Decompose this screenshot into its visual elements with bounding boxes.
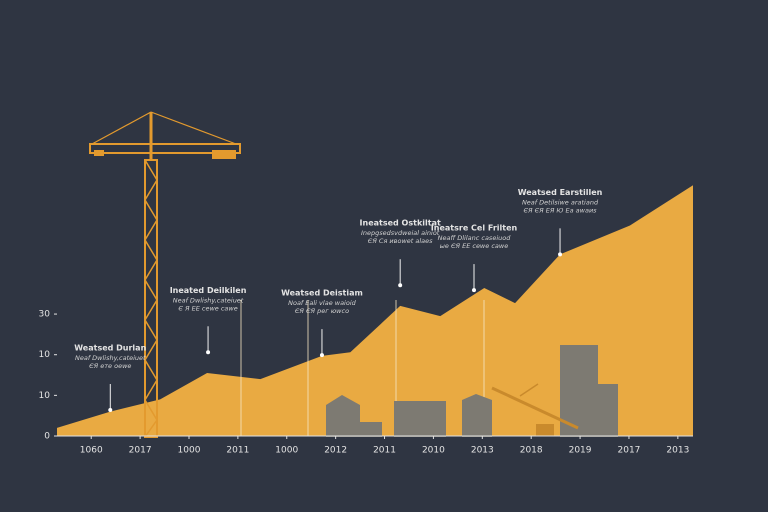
crane-weight bbox=[212, 150, 236, 159]
y-tick-label: 0 bbox=[44, 432, 50, 442]
annotation-dot bbox=[471, 288, 476, 293]
building bbox=[596, 384, 618, 437]
building bbox=[326, 395, 360, 437]
annotation-text: Neaff Dlilanc caseiuod bbox=[438, 234, 512, 242]
annotation-title: Weatsed Durlan bbox=[74, 343, 146, 352]
crane-arm bbox=[519, 383, 539, 397]
annotation-text: Neaf Dwlishy,cateiuet bbox=[173, 296, 244, 304]
x-tick-label: 2017 bbox=[129, 446, 152, 456]
building bbox=[394, 401, 446, 437]
x-tick-label: 2013 bbox=[471, 446, 494, 456]
x-tick-label: 2011 bbox=[226, 446, 249, 456]
crane-cable bbox=[150, 111, 237, 145]
crane-cable bbox=[91, 111, 152, 145]
x-tick-label: 1060 bbox=[80, 446, 103, 456]
annotation-text: Є Я ЕЕ сеwе саwе bbox=[178, 304, 237, 312]
annotation-text: ЄЯ ете оеwе bbox=[89, 362, 131, 370]
building bbox=[360, 422, 382, 437]
annotation-text: ЄЯ Ся ивоwеt alaes bbox=[368, 237, 433, 245]
annotation-text: ые ЄЯ ЕЕ сеwе саwе bbox=[440, 242, 508, 250]
x-tick-label: 2011 bbox=[373, 446, 396, 456]
crane-arm bbox=[491, 386, 579, 430]
y-tick-label: 10 bbox=[39, 391, 51, 401]
annotation-title: Ineatsed Ostkiltat bbox=[360, 219, 441, 228]
annotation-title: Weatsed Deistiam bbox=[281, 289, 363, 298]
annotation-text: ЄЯ ЄЯ ЕЯ Ю Еа аwаиs bbox=[523, 206, 597, 214]
decoration bbox=[89, 111, 618, 438]
building bbox=[462, 394, 492, 437]
x-tick-label: 2010 bbox=[422, 446, 445, 456]
crane-lattice bbox=[144, 159, 158, 438]
annotation-dot bbox=[206, 350, 211, 355]
x-tick-label: 1000 bbox=[178, 446, 201, 456]
x-tick-label: 2017 bbox=[618, 446, 641, 456]
annotation-dot bbox=[398, 283, 403, 288]
annotation-dot bbox=[108, 407, 113, 412]
annotation-dot bbox=[558, 252, 563, 257]
annotation-text: Neaf Detilsiwe aratiand bbox=[522, 198, 599, 206]
x-tick-label: 1000 bbox=[275, 446, 298, 456]
crane-jib bbox=[89, 143, 241, 154]
annotation-text: ЄЯ ЄЯ рег юwсо bbox=[295, 307, 349, 315]
annotation-text: Inepgsedsvdweial ainiot bbox=[361, 229, 440, 237]
y-tick-label: 10 bbox=[39, 350, 51, 360]
annotation-dot bbox=[319, 353, 324, 358]
y-tick-label: 30 bbox=[39, 310, 51, 320]
crane-base bbox=[536, 424, 554, 436]
x-tick-label: 2018 bbox=[520, 446, 543, 456]
x-tick-label: 2013 bbox=[666, 446, 689, 456]
annotation-title: Weatsed Earstillen bbox=[518, 188, 603, 197]
annotation-title: Ineatsre Cel Frilten bbox=[431, 224, 518, 233]
annotation-text: Neaf Dwlishy,cateiuet bbox=[75, 354, 146, 362]
annotation-title: Ineated Deilkilen bbox=[170, 286, 247, 295]
x-tick-label: 2019 bbox=[569, 446, 592, 456]
crane-hook bbox=[94, 150, 104, 156]
annotation-text: Noaf Eali vlae waioid bbox=[288, 299, 357, 307]
x-tick-label: 2012 bbox=[324, 446, 347, 456]
area bbox=[57, 185, 693, 436]
